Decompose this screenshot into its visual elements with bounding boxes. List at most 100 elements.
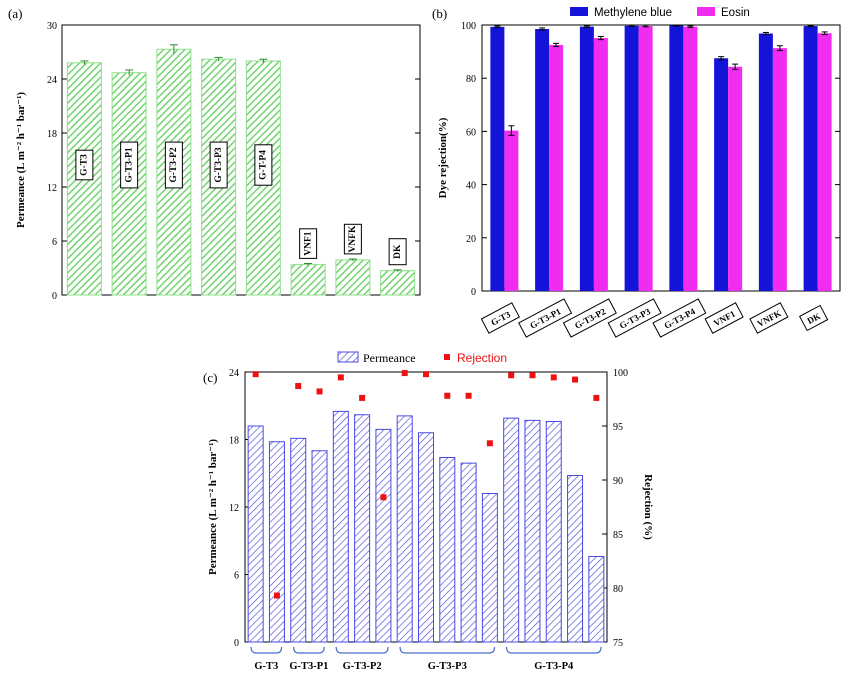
panel-b-bar [624, 25, 639, 291]
panel-b-legend-swatch [697, 7, 715, 16]
panel-a-label-frame [209, 141, 228, 189]
panel-b-y-tick-label: 60 [466, 127, 476, 138]
panel-a-category-label: G-T3 [80, 154, 90, 176]
panel-c-group-bracket [250, 646, 283, 654]
panel-c-rejection-point [486, 440, 493, 447]
panel-a-category-label-box: G-T3-P3 [209, 141, 228, 189]
panel-c-rejection-point [273, 592, 280, 599]
panel-c-group-label: G-T3 [254, 661, 278, 672]
panel-b-label-frame [518, 298, 573, 338]
panel-a-category-label-box: G-T3 [75, 149, 94, 181]
panel-a-y-tick-label: 6 [52, 237, 57, 248]
panel-a-y-axis-label: Permeance (L m⁻² h⁻¹ bar⁻¹) [15, 92, 27, 228]
panel-c-permeance-bar [545, 421, 562, 643]
panel-c-permeance-bar [481, 493, 498, 643]
panel-c-permeance-bar [311, 450, 328, 643]
panel-c-group-bracket [399, 646, 496, 654]
panel-b-legend-label: Eosin [721, 7, 750, 19]
panel-a-label-frame [75, 149, 94, 181]
panel-c-y2-axis-label: Rejection (%) [642, 474, 654, 540]
panel-c-permeance-bar [567, 475, 584, 643]
panel-c-permeance-bar [354, 414, 371, 643]
panel-c-y-tick-label: 12 [229, 503, 239, 514]
panel-a-category-label-box: G-T3-P1 [120, 141, 139, 189]
panel-b-bar [803, 26, 818, 292]
panel-a-category-label: G-T3-P1 [124, 147, 134, 183]
panel-b-y-tick-label: 0 [471, 287, 476, 298]
panel-c-rejection-point [465, 392, 472, 399]
panel-a-category-label-box: DK [388, 238, 407, 266]
panel-c-legend: Permeance Rejection [337, 351, 507, 365]
panel-c-rejection-point [529, 372, 536, 379]
panel-b-category-label-box: G-T3-P1 [518, 298, 573, 338]
panel-c-group-bracket [335, 646, 389, 654]
panel-b-category-label-box: G-T3-P2 [562, 298, 617, 338]
panel-b-category-label-box: VNF1 [704, 302, 744, 334]
panel-b-label-frame [749, 302, 789, 334]
panel-a-y-tick-label: 18 [47, 129, 57, 140]
panel-a-category-label: VNF1 [303, 231, 313, 256]
panel-c-rejection-point [359, 394, 366, 401]
panel-b-label-frame [607, 298, 662, 338]
panel-c-y-axis-label: Permeance (L m⁻² h⁻¹ bar⁻¹) [207, 439, 219, 575]
panel-b-legend-label: Methylene blue [594, 7, 672, 19]
panel-a-label-frame [388, 238, 407, 266]
panel-c-rejection-point [550, 374, 557, 381]
panel-b-bar [758, 33, 773, 292]
panel-a-bar [380, 270, 416, 296]
panel-a-frame [61, 24, 421, 296]
panel-c-group-label: G-T3-P3 [428, 661, 467, 672]
panel-c-permeance-bar [418, 432, 434, 643]
panel-c-y2-tick-label: 95 [613, 422, 623, 433]
panel-c-y2-tick-label: 85 [613, 530, 623, 541]
panel-c-rejection-point [508, 372, 515, 379]
panel-a-category-label-box: G-T3-P2 [164, 141, 183, 189]
panel-b-dye-rejection-chart: (b) Methylene blue Eosin Dye rejection(%)… [432, 6, 841, 338]
panel-a-label-frame [120, 141, 139, 189]
panel-a-category-label: DK [393, 244, 403, 259]
panel-c-legend-label-rejection: Rejection [457, 351, 507, 365]
panel-a-y-tick-label: 0 [52, 291, 57, 302]
panel-c-permeance-bar [268, 441, 285, 643]
panel-a-category-label: G-T3-P2 [169, 147, 179, 183]
panel-c-group-label: G-T3-P4 [534, 661, 574, 672]
panel-a-category-label: VNFK [348, 225, 358, 253]
panel-c-permeance-bar [332, 410, 349, 643]
panel-c-rejection-point [423, 371, 429, 378]
panel-a-label-frame [254, 144, 273, 186]
panel-a-bar [335, 259, 371, 296]
panel-a-label-frame [299, 228, 318, 259]
panel-c-rejection-point [295, 383, 302, 390]
panel-c-legend-swatch-permeance [337, 351, 359, 363]
panel-c-rejection-point [593, 394, 600, 401]
panel-b-label-frame [562, 298, 617, 338]
panel-c-rejection-point [316, 388, 323, 395]
panel-b-bar [549, 44, 564, 292]
panel-b-bar [683, 26, 698, 291]
panel-b-legend: Methylene blue Eosin [570, 7, 750, 19]
panel-b-category-label-box: VNFK [749, 302, 789, 334]
panel-a-category-label-box: VNFK [343, 223, 362, 255]
panel-b-bar [490, 26, 505, 291]
panel-c-rejection-point [380, 494, 387, 501]
panel-a-category-label-box: G-T-P4 [254, 144, 273, 186]
panel-b-category-label-box: DK [798, 304, 829, 332]
panel-b-bar [593, 38, 608, 292]
panel-b-label-frame [704, 302, 744, 334]
panel-b-bar [579, 26, 594, 291]
panel-b-y-tick-label: 20 [466, 234, 476, 245]
panel-c-permeance-bar [524, 419, 541, 643]
panel-a-label-frame [164, 141, 183, 189]
panel-b-bar [504, 130, 519, 291]
panel-c-permeance-bar [247, 425, 264, 643]
panel-b-label-frame [480, 302, 520, 334]
panel-b-category-label-box: G-T3-P4 [652, 298, 707, 338]
panel-c-legend-label-permeance: Permeance [363, 351, 416, 365]
panel-a-label: (a) [8, 6, 22, 21]
panel-c-permeance-bar [375, 428, 392, 643]
panel-c-permeance-bar [290, 437, 307, 643]
panel-c-y-tick-label: 0 [234, 638, 239, 649]
panel-c-permeance-rejection-chart: (c) Permeance Rejection Permeance (L m⁻² … [203, 351, 654, 672]
panel-c-group-bracket [505, 646, 602, 654]
panel-b-y-tick-label: 80 [466, 74, 476, 85]
